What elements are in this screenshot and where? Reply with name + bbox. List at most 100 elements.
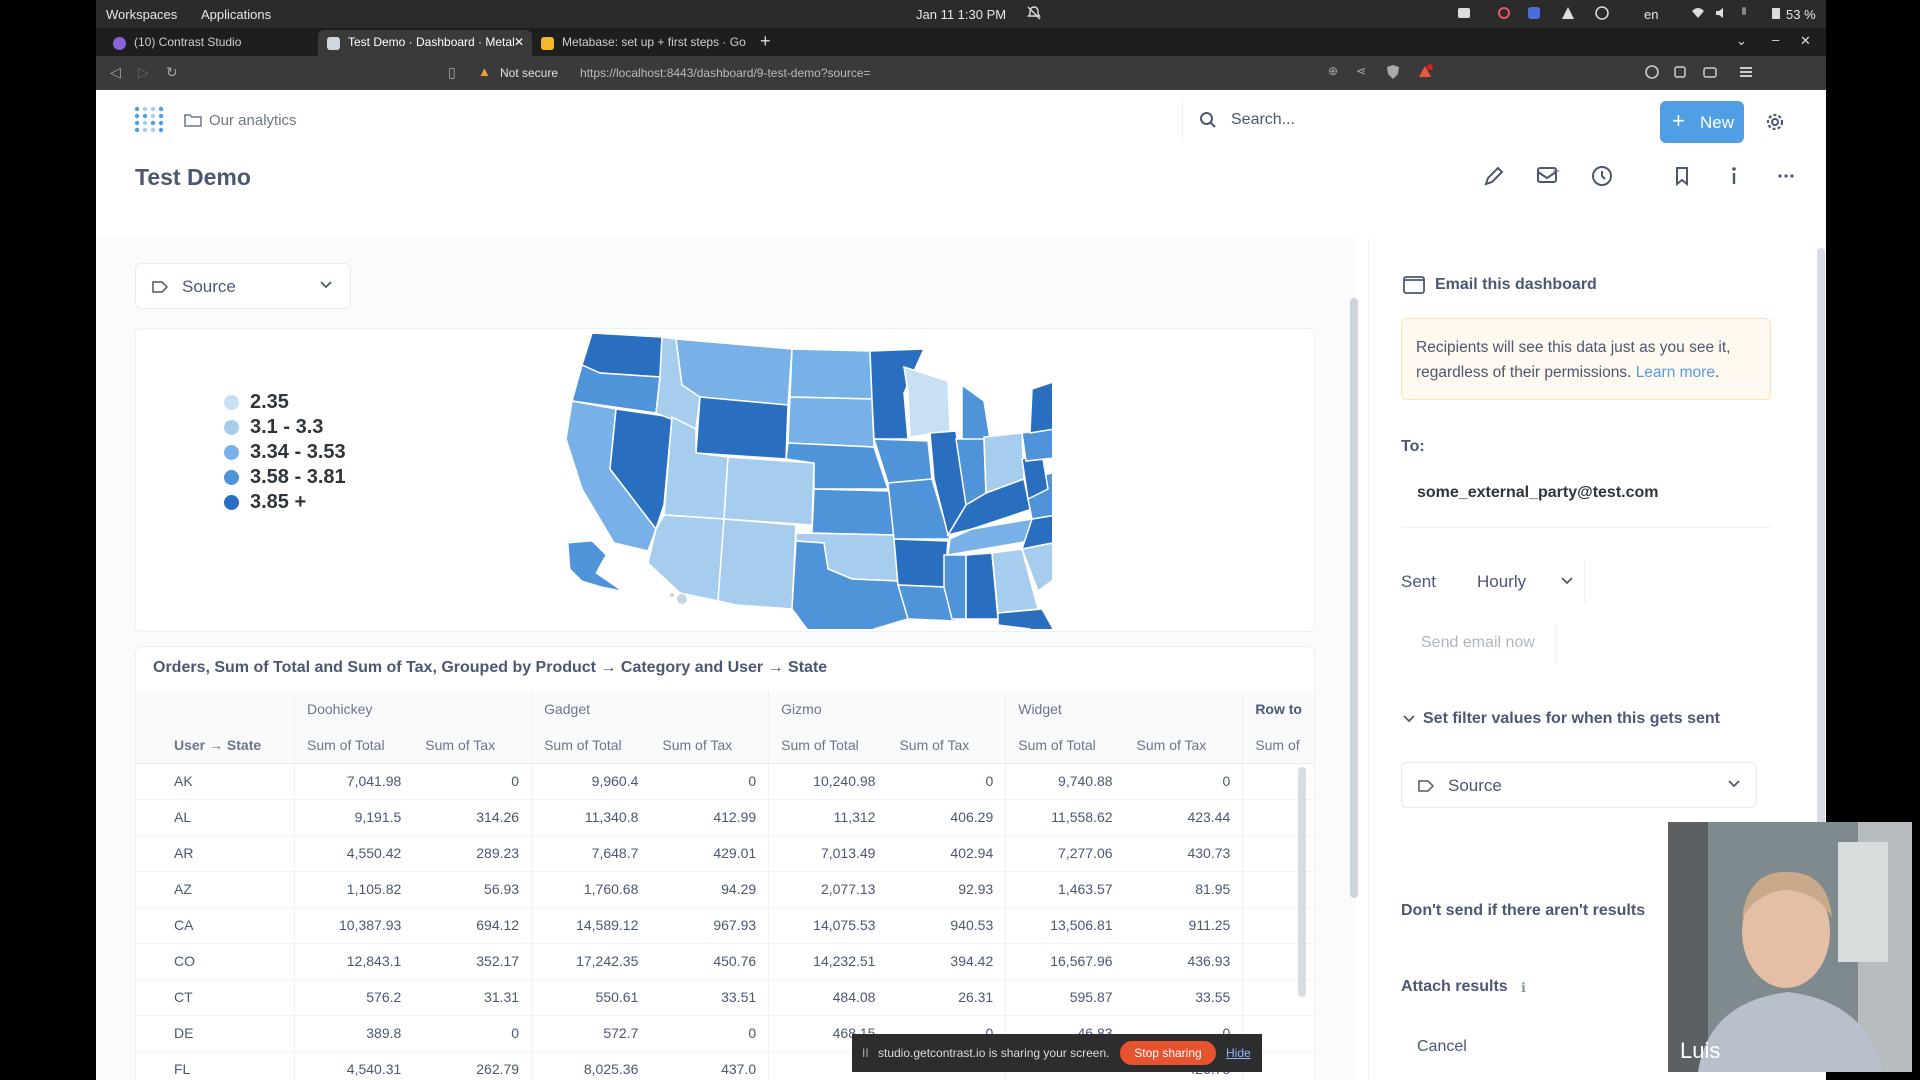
table-cell[interactable]: 2,077.13 (768, 871, 888, 907)
column-header[interactable]: Sum of Total (768, 727, 888, 764)
security-label[interactable]: Not secure (500, 66, 559, 80)
new-button[interactable]: + New (1660, 101, 1744, 143)
table-cell[interactable]: 911.25 (1188, 917, 1231, 933)
table-cell[interactable]: 16,567.96 (1005, 943, 1125, 979)
volume-icon[interactable] (1714, 5, 1730, 24)
table-cell[interactable]: 7,277.06 (1005, 835, 1125, 871)
bell-off-icon[interactable] (1026, 5, 1042, 24)
table-cell[interactable]: 10,240.98 (768, 763, 888, 799)
table-cell[interactable]: 9,740.88 (1005, 763, 1125, 799)
reload-icon[interactable]: ↻ (166, 64, 178, 80)
table-cell[interactable]: 450.76 (713, 953, 757, 969)
frequency-select[interactable]: Hourly (1465, 560, 1585, 604)
panel-source-filter[interactable]: Source (1401, 762, 1757, 808)
table-cell[interactable]: 9,960.4 (531, 763, 651, 799)
tab-list-chevron-icon[interactable]: ⌄ (1736, 33, 1747, 48)
more-options-icon[interactable] (1772, 162, 1800, 190)
table-cell[interactable]: 7,648.7 (531, 835, 651, 871)
share-icon[interactable]: ⋖ (1356, 64, 1367, 78)
cancel-button[interactable]: Cancel (1401, 1028, 1491, 1068)
search-placeholder[interactable]: Search... (1231, 111, 1296, 128)
os-language[interactable]: en (1644, 7, 1659, 22)
table-cell[interactable]: 0 (985, 1025, 994, 1041)
table-cell[interactable]: 436.93 (1187, 953, 1231, 969)
tray-circle-icon[interactable] (1594, 5, 1610, 24)
close-icon[interactable]: ✕ (513, 35, 524, 49)
table-cell[interactable]: 940.53 (950, 917, 994, 933)
table-cell[interactable]: 11,558.62 (1005, 799, 1125, 835)
recipient-input[interactable]: some_external_party@test.com (1401, 462, 1771, 528)
pause-icon[interactable]: II (862, 1046, 869, 1060)
us-choropleth-map[interactable] (552, 329, 1052, 629)
row-header-label[interactable]: User → State (136, 727, 295, 764)
table-cell[interactable]: 12,843.1 (294, 943, 414, 979)
table-cell[interactable]: 595.87 (1005, 979, 1125, 1015)
table-scrollbar[interactable] (1298, 767, 1306, 997)
table-cell[interactable]: 92.93 (958, 881, 994, 897)
wifi-icon[interactable] (1690, 5, 1706, 24)
column-header[interactable]: Sum of Tax (413, 727, 532, 764)
column-group-header[interactable]: Widget (1005, 691, 1243, 727)
chevron-down-icon[interactable] (1401, 710, 1417, 731)
table-cell[interactable]: 7,041.98 (294, 763, 414, 799)
info-icon[interactable] (1720, 162, 1748, 190)
table-cell[interactable]: 576.2 (294, 979, 414, 1015)
bookmark-icon[interactable] (1668, 162, 1696, 190)
table-cell[interactable]: 0 (985, 773, 994, 789)
table-cell[interactable]: 81.95 (1195, 881, 1231, 897)
table-cell[interactable]: 412.99 (713, 809, 757, 825)
table-cell[interactable]: 394.42 (950, 953, 994, 969)
row-state-cell[interactable]: CA (136, 907, 295, 943)
os-menu-workspaces[interactable]: Workspaces (106, 7, 178, 22)
table-cell[interactable]: 389.8 (294, 1015, 414, 1051)
table-cell[interactable]: 550.61 (531, 979, 651, 1015)
table-cell[interactable]: 484.08 (768, 979, 888, 1015)
metabase-logo-icon[interactable] (134, 106, 166, 139)
table-cell[interactable]: 429.01 (713, 845, 757, 861)
wallet-icon[interactable] (1702, 64, 1718, 83)
column-header[interactable]: Sum of Tax (1124, 727, 1243, 764)
rewards-icon[interactable] (1416, 63, 1434, 84)
table-cell[interactable]: 14,075.53 (768, 907, 888, 943)
brave-shield-icon[interactable] (1386, 64, 1400, 83)
column-header[interactable]: Sum of Tax (650, 727, 769, 764)
subscription-icon[interactable]: + (1534, 162, 1562, 190)
column-header[interactable]: Sum of Total (1005, 727, 1125, 764)
table-cell[interactable]: 56.93 (484, 881, 520, 897)
table-cell[interactable]: 11,312 (768, 799, 888, 835)
bookmark-page-icon[interactable]: ▯ (448, 64, 456, 80)
row-state-cell[interactable]: CT (136, 979, 295, 1015)
column-group-header[interactable]: Doohickey (293, 691, 532, 727)
browser-tab-active[interactable]: Test Demo · Dashboard · Metal ✕ (318, 30, 532, 56)
table-cell[interactable]: 0 (511, 1025, 520, 1041)
table-cell[interactable]: 0 (511, 773, 520, 789)
table-cell[interactable]: 31.31 (484, 989, 520, 1005)
column-group-header[interactable]: Gadget (531, 691, 769, 727)
table-cell[interactable]: 0 (1222, 773, 1231, 789)
mic-icon[interactable] (1736, 5, 1752, 24)
panel-scrollbar[interactable] (1817, 248, 1825, 1028)
table-cell[interactable]: 7,013.49 (768, 835, 888, 871)
table-cell[interactable]: 1,105.82 (294, 871, 414, 907)
dashboard-scrollbar[interactable] (1350, 298, 1358, 898)
table-cell[interactable]: 33.51 (721, 989, 757, 1005)
column-group-header[interactable]: Row to (1242, 691, 1314, 727)
table-cell[interactable]: 437.0 (721, 1061, 757, 1077)
new-tab-icon[interactable]: + (760, 31, 771, 51)
os-menu-applications[interactable]: Applications (201, 7, 272, 22)
table-cell[interactable]: 0 (748, 1025, 757, 1041)
hide-share-bar-link[interactable]: Hide (1226, 1046, 1251, 1060)
stop-sharing-button[interactable]: Stop sharing (1120, 1041, 1216, 1065)
info-icon[interactable]: ℹ (1521, 980, 1526, 995)
table-cell[interactable]: 4,550.42 (294, 835, 414, 871)
table-cell[interactable]: 967.93 (713, 917, 757, 933)
tray-color-icon[interactable] (1526, 5, 1542, 24)
table-cell[interactable]: 402.94 (950, 845, 994, 861)
browser-tab[interactable]: Metabase: set up + first steps · Go (532, 30, 746, 56)
table-cell[interactable]: 694.12 (476, 917, 520, 933)
battery-icon[interactable] (1770, 6, 1782, 23)
table-cell[interactable]: 1,463.57 (1005, 871, 1125, 907)
table-cell[interactable]: 572.7 (531, 1015, 651, 1051)
table-cell[interactable]: 352.17 (476, 953, 520, 969)
tray-settings-icon[interactable] (1496, 5, 1512, 24)
